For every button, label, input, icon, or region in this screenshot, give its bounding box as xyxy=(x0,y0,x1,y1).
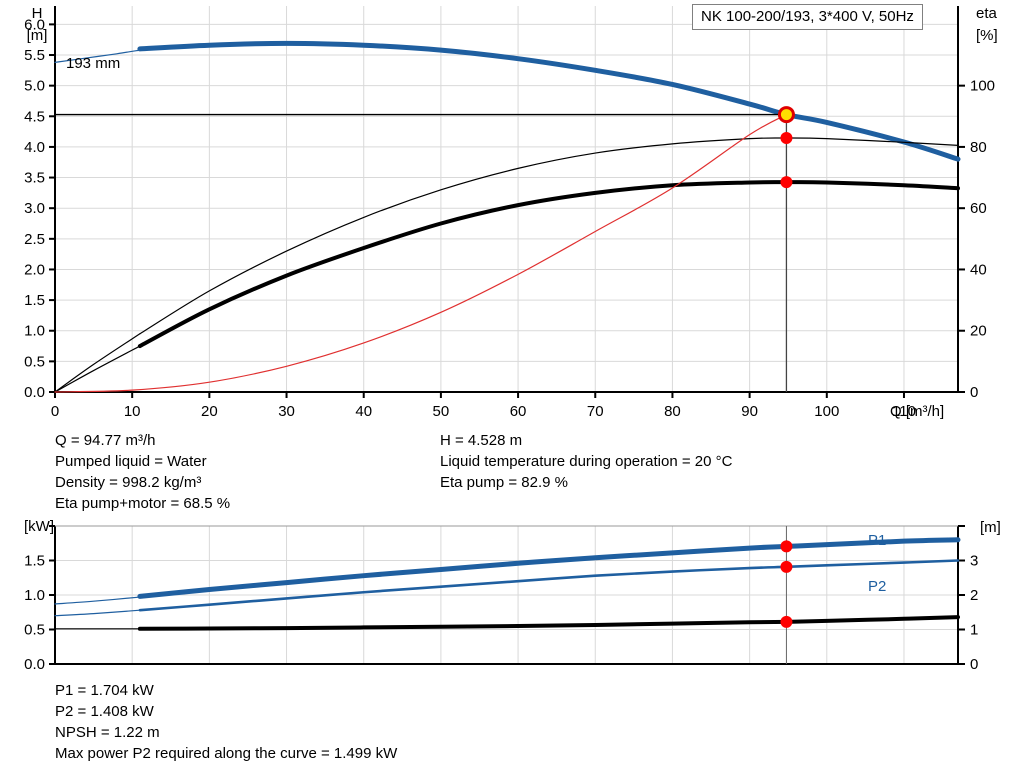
curve-p1 xyxy=(137,537,961,599)
x-axis-tick-label: 80 xyxy=(664,403,681,420)
y-axis-tick-label: 2.5 xyxy=(24,231,45,248)
x-axis-tick-label: 100 xyxy=(814,403,839,420)
x-axis-tick-label: 90 xyxy=(741,403,758,420)
p2-marker[interactable] xyxy=(780,560,793,573)
eta-pump-marker-marker[interactable] xyxy=(780,132,793,145)
x-axis-tick-label: 110 xyxy=(892,403,916,420)
y2-axis-tick-label: 3 xyxy=(970,553,978,570)
x-axis-title: Q [m³/h] xyxy=(890,403,944,420)
x-axis-tick-label: 70 xyxy=(587,403,604,420)
curve-p2 xyxy=(138,559,960,612)
top-chart-group: 0.0 0.5 1.0 1.5 2.0 2.5 3.0 3.5 4.0 4.5 5.0 5.5 6.0H… xyxy=(24,5,998,420)
impeller-diameter-label: 193 mm xyxy=(66,55,120,72)
y-axis-tick-label: 5.5 xyxy=(24,47,45,64)
y2-axis-title: eta xyxy=(976,5,998,22)
y2-axis-title-unit: [m] xyxy=(980,519,1001,536)
y2-axis-tick-label: 2 xyxy=(970,587,978,604)
y2-axis-tick-label: 0 xyxy=(970,384,978,401)
power-text-line: P1 = 1.704 kW xyxy=(55,682,154,699)
duty-point-text-left: Q = 94.77 m³/h Pumped liquid = Water Densi… xyxy=(55,430,230,514)
curve-eta-pump-motor-thin-origin-segment- xyxy=(54,345,141,393)
y-axis-tick-label: 5.0 xyxy=(24,78,45,95)
y-axis-tick-label: 1.0 xyxy=(24,587,45,604)
curve-head-curve-193-mm xyxy=(137,40,961,162)
x-axis-tick-label: 10 xyxy=(124,403,141,420)
power-summary-text: P1 = 1.704 kW P2 = 1.408 kW NPSH = 1.22 m M… xyxy=(55,680,397,764)
curve-npsh xyxy=(137,615,960,631)
y-axis-tick-label: 1.0 xyxy=(24,323,45,340)
curve-p2-thin-extrapolation- xyxy=(54,609,141,617)
duty-right-line: H = 4.528 m xyxy=(440,432,523,449)
head-eta-chart: 0.0 0.5 1.0 1.5 2.0 2.5 3.0 3.5 4.0 4.5 5.0 5.5 6.0H… xyxy=(24,5,998,420)
duty-right-line: Liquid temperature during operation = 20… xyxy=(440,453,733,470)
pump-model-label: NK 100-200/193, 3*400 V, 50Hz xyxy=(692,4,923,30)
y-axis-tick-label: 0.0 xyxy=(24,656,45,673)
curve-eta-pump xyxy=(139,137,959,335)
duty-left-line: Density = 998.2 kg/m³ xyxy=(55,474,202,491)
duty-left-line: Eta pump+motor = 68.5 % xyxy=(55,495,231,512)
y2-axis-tick-label: 100 xyxy=(970,78,995,95)
duty-right-line: Eta pump = 82.9 % xyxy=(440,474,568,491)
y-axis-title-unit: [kW] xyxy=(24,518,54,535)
y-axis-tick-label: 0.5 xyxy=(24,353,45,370)
p1-marker[interactable] xyxy=(780,540,793,553)
duty-point-marker[interactable] xyxy=(777,106,795,124)
x-axis-tick-label: 30 xyxy=(278,403,295,420)
y-axis-tick-label: 6.0 xyxy=(24,16,45,33)
y2-axis-title-unit: [%] xyxy=(976,27,998,44)
curve-eta-pump-thin-origin-segment- xyxy=(54,333,141,393)
curve-npsh-system-curve xyxy=(54,113,788,393)
x-axis-tick-label: 50 xyxy=(433,403,450,420)
y-axis-tick-label: 2.0 xyxy=(24,261,45,278)
y-axis-tick-label: 0.5 xyxy=(24,622,45,639)
duty-left-line: Q = 94.77 m³/h xyxy=(55,432,156,449)
curve-eta-pump-motor xyxy=(137,180,960,349)
y-axis-tick-label: 4.5 xyxy=(24,108,45,125)
y2-axis-tick-label: 1 xyxy=(970,622,978,639)
x-axis-tick-label: 60 xyxy=(510,403,527,420)
power-text-line: P2 = 1.408 kW xyxy=(55,703,154,720)
power-text-line: Max power P2 required along the curve = … xyxy=(55,745,398,762)
y-axis-title-unit: [m] xyxy=(27,27,48,44)
x-axis-tick-label: 20 xyxy=(201,403,218,420)
y-axis-tick-label: 0.0 xyxy=(24,384,45,401)
y2-axis-tick-label: 80 xyxy=(970,139,987,156)
duty-point-text-right: H = 4.528 m Liquid temperature during ope… xyxy=(440,430,732,493)
y-axis-title: H xyxy=(32,5,43,22)
curve-head-curve-193-mm-thin-extrapolation- xyxy=(54,49,141,63)
x-axis-tick-label: 40 xyxy=(355,403,372,420)
npsh-marker[interactable] xyxy=(780,615,793,628)
x-axis-tick-label: 0 xyxy=(51,403,59,420)
p1-series-label: P1 xyxy=(868,532,886,549)
y-axis-tick-label: 3.5 xyxy=(24,170,45,187)
y-axis-tick-label: 3.0 xyxy=(24,200,45,217)
duty-left-line: Pumped liquid = Water xyxy=(55,453,207,470)
y2-axis-tick-label: 0 xyxy=(970,656,978,673)
y2-axis-tick-label: 20 xyxy=(970,323,987,340)
curve-p1-thin-extrapolation- xyxy=(54,596,141,605)
p2-series-label: P2 xyxy=(868,578,886,595)
power-text-line: NPSH = 1.22 m xyxy=(55,724,160,741)
y2-axis-tick-label: 60 xyxy=(970,200,987,217)
eta-pump-motor-marker-marker[interactable] xyxy=(780,176,793,189)
y-axis-tick-label: 1.5 xyxy=(24,553,45,570)
y-axis-tick-label: 4.0 xyxy=(24,139,45,156)
y-axis-tick-label: 1.5 xyxy=(24,292,45,309)
y2-axis-tick-label: 40 xyxy=(970,261,987,278)
